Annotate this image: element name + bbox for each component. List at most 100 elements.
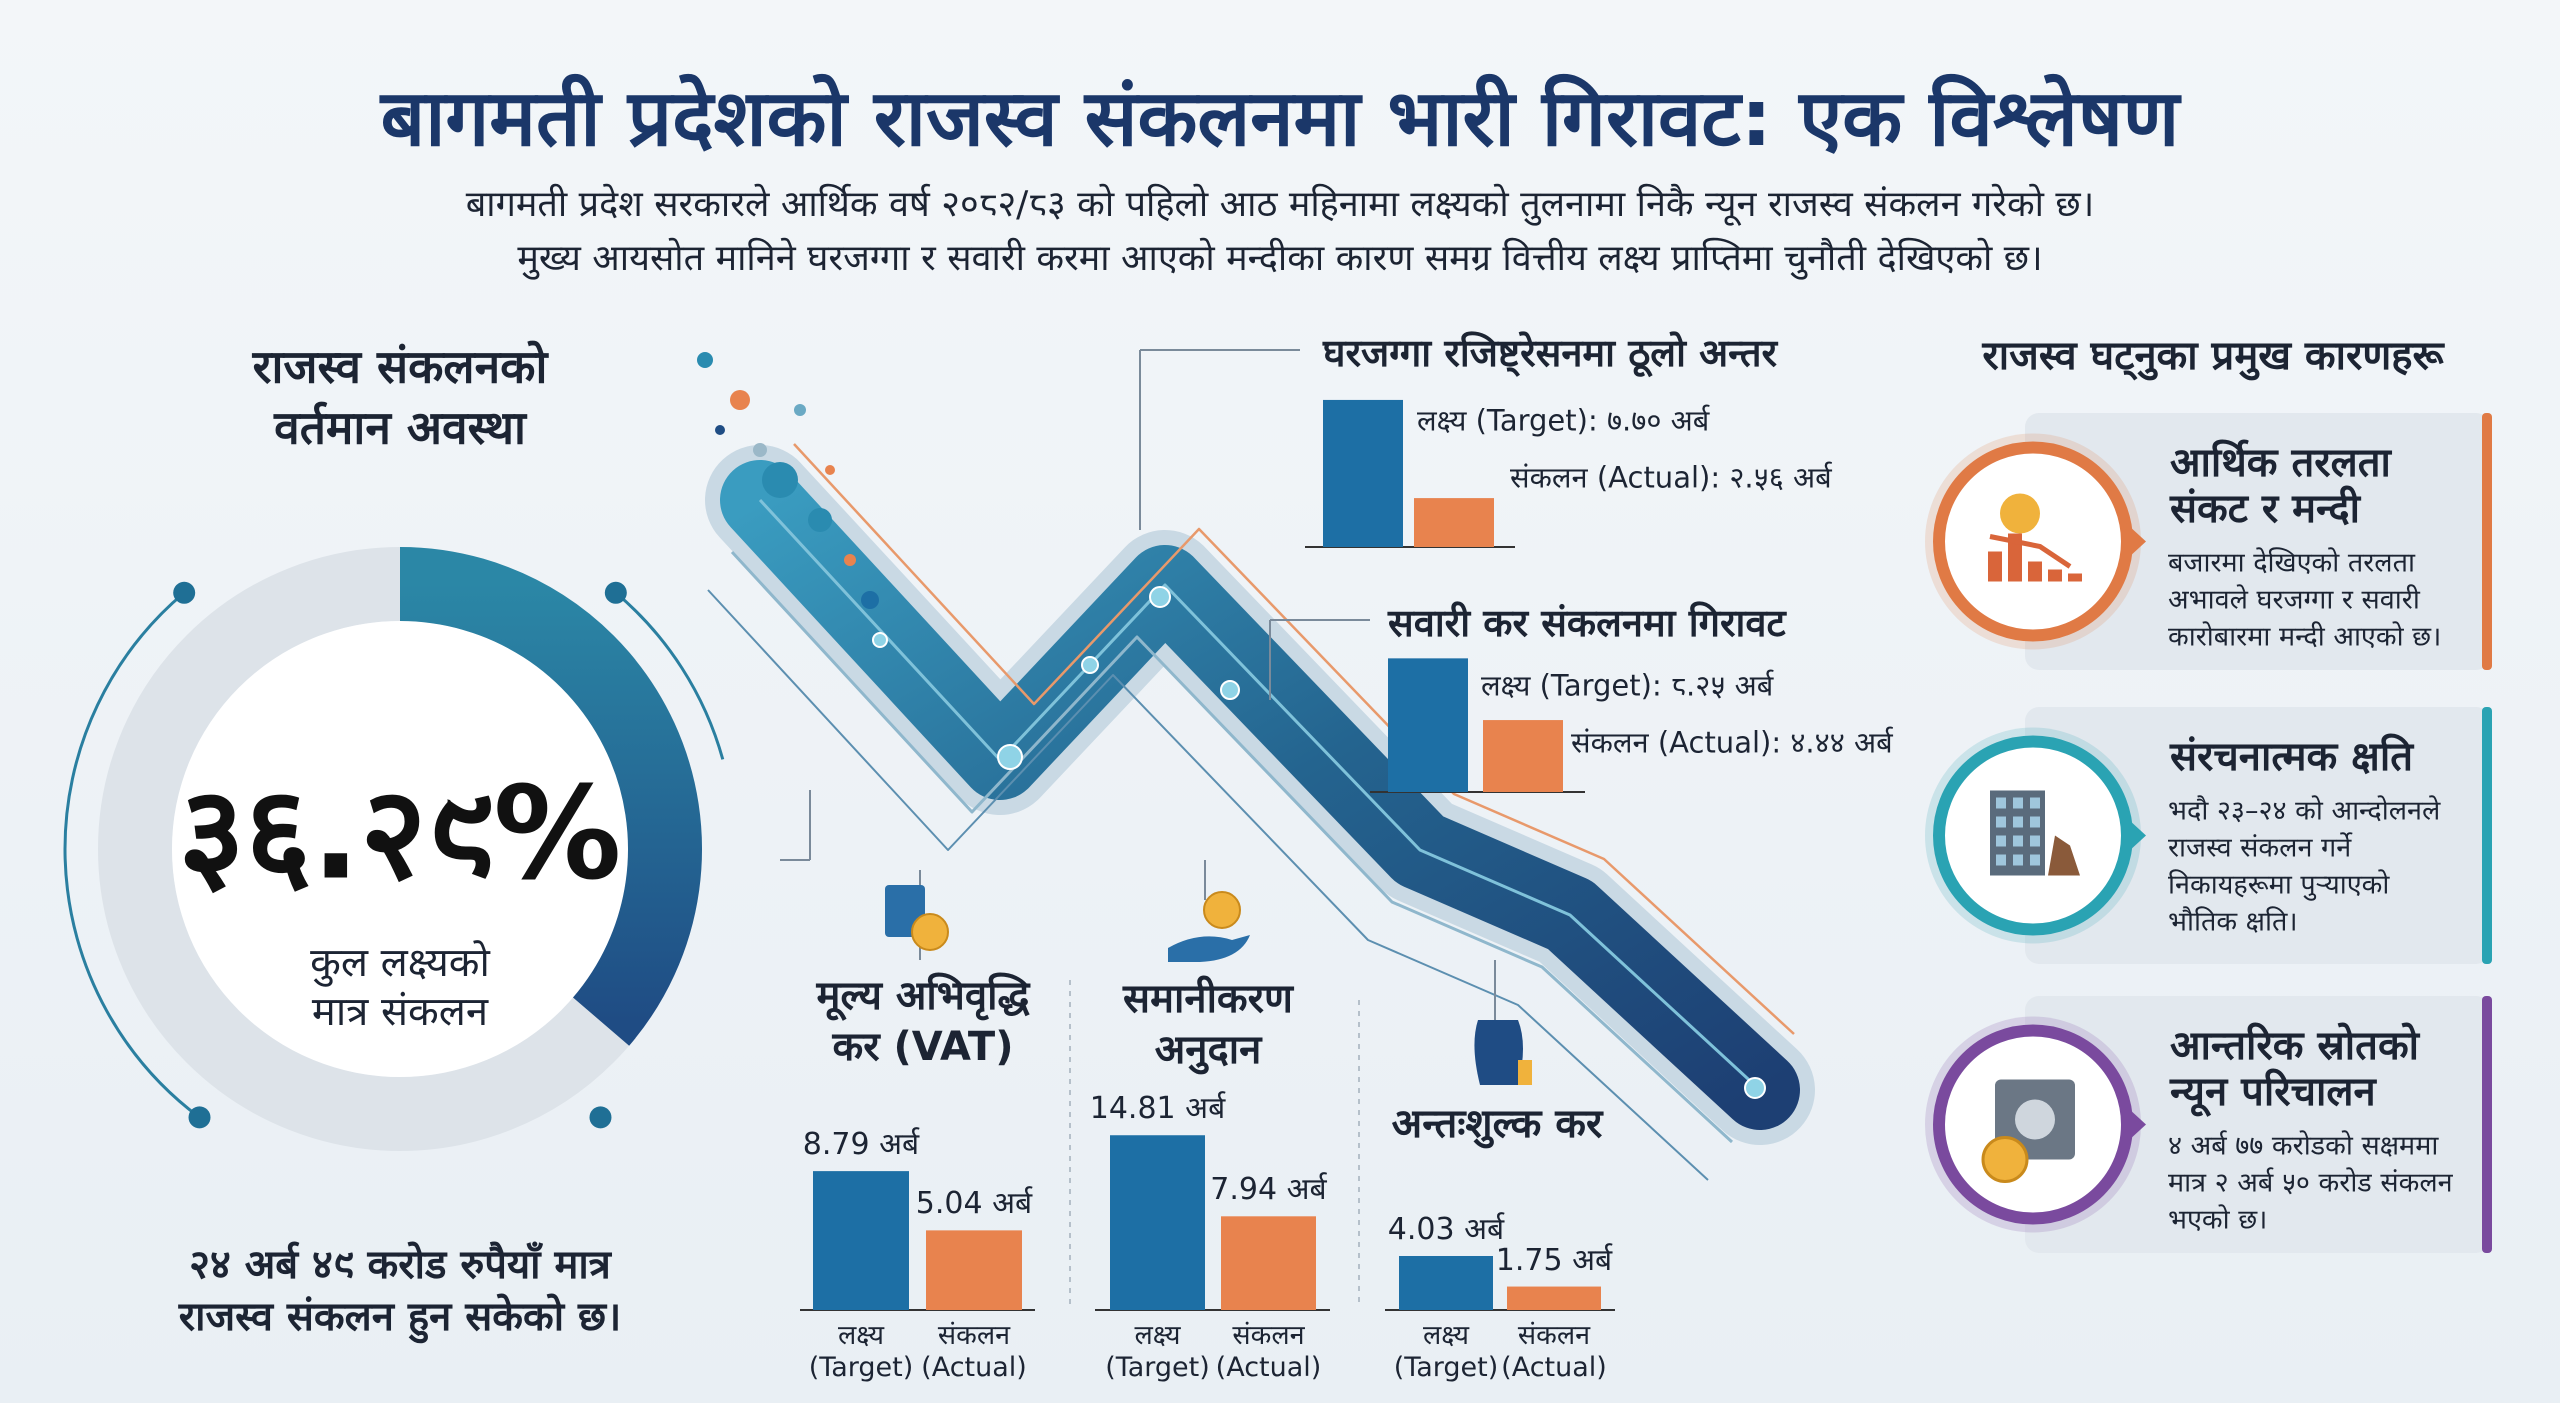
particle xyxy=(844,554,856,566)
section-heading: राजस्व घट्नुका प्रमुख कारणहरू xyxy=(1982,333,2444,379)
particle xyxy=(808,508,832,532)
donut-center xyxy=(172,621,628,1077)
reason-title: संकट र मन्दी xyxy=(2170,486,2361,532)
donut-caption: कुल लक्ष्यको xyxy=(310,940,490,986)
reason-accent xyxy=(2482,707,2492,964)
ribbon-dot xyxy=(1220,680,1240,700)
reason-text: मात्र २ अर्ब ५० करोड संकलन xyxy=(2168,1167,2453,1199)
section-heading: वर्तमान अवस्था xyxy=(274,400,526,455)
chart-title: अन्तःशुल्क कर xyxy=(1391,1101,1603,1147)
reason-text: भौतिक क्षति। xyxy=(2168,906,2298,938)
chart-title: समानीकरण xyxy=(1123,976,1293,1022)
category-label: लक्ष्य (Target) xyxy=(808,1320,914,1384)
reason-text: निकायहरूमा पुर्‍याएको xyxy=(2168,869,2390,901)
reason-card xyxy=(2025,707,2490,964)
value-label: संकलन (Actual): ४.४४ अर्ब xyxy=(1571,725,1893,760)
value-label: 8.79 अर्ब xyxy=(802,1126,920,1162)
reason-text: कारोबारमा मन्दी आएको छ। xyxy=(2168,621,2442,653)
category-label: संकलन (Actual) xyxy=(1215,1320,1322,1384)
value-label: 14.81 अर्ब xyxy=(1089,1090,1226,1126)
icon xyxy=(2068,573,2082,582)
icon xyxy=(1996,835,2006,847)
icon xyxy=(1168,935,1250,962)
icon xyxy=(2013,835,2023,847)
bar xyxy=(926,1230,1022,1310)
icon xyxy=(1474,1020,1523,1085)
bar xyxy=(1110,1135,1205,1310)
icon xyxy=(1996,854,2006,866)
particle xyxy=(697,352,713,368)
reason-text: ४ अर्ब ७७ करोडको सक्षममा xyxy=(2168,1130,2439,1162)
value-label: लक्ष्य (Target): ७.७० अर्ब xyxy=(1417,403,1710,438)
icon xyxy=(2015,1099,2055,1140)
icon xyxy=(2000,493,2040,534)
bar xyxy=(1483,720,1563,792)
page-title: बागमती प्रदेशको राजस्व संकलनमा भारी गिरा… xyxy=(380,74,2180,164)
ribbon-line xyxy=(758,498,1762,1092)
particle xyxy=(825,465,835,475)
reason-text: बजारमा देखिएको तरलता xyxy=(2168,547,2415,579)
icon xyxy=(1989,534,2072,569)
particle xyxy=(730,390,750,410)
reason-text: भदौ २३–२४ को आन्दोलनले xyxy=(2168,795,2441,827)
reason-card xyxy=(2025,413,2490,670)
reason-title: संरचनात्मक क्षति xyxy=(2170,734,2414,780)
icon-pointer xyxy=(2122,519,2146,564)
value-label: लक्ष्य (Target): ८.२५ अर्ब xyxy=(1481,668,1774,703)
icon xyxy=(1518,1060,1532,1085)
category-label: संकलन (Actual) xyxy=(1501,1320,1607,1384)
subtitle: मुख्य आयसोत मानिने घरजग्गा र सवारी करमा … xyxy=(517,238,2043,279)
subtitle: बागमती प्रदेश सरकारले आर्थिक वर्ष २०८२/८… xyxy=(465,184,2095,225)
value-label: 5.04 अर्ब xyxy=(915,1186,1033,1222)
category-label: लक्ष्य (Target) xyxy=(1393,1320,1499,1384)
icon xyxy=(1996,816,2006,828)
bar xyxy=(813,1171,909,1310)
icon-ring xyxy=(1933,441,2133,642)
icon xyxy=(1996,797,2006,809)
icon xyxy=(2030,816,2040,828)
icon xyxy=(911,913,949,951)
icon xyxy=(1981,1136,2029,1183)
reason-card xyxy=(2025,996,2490,1253)
ribbon-line xyxy=(793,443,1795,1035)
chart-title: कर (VAT) xyxy=(832,1024,1014,1070)
decor-dot xyxy=(188,1106,211,1129)
ribbon-dot xyxy=(1081,656,1099,674)
ribbon-dot xyxy=(1744,1077,1766,1099)
decor-dot xyxy=(589,1106,612,1129)
reason-accent xyxy=(2482,996,2492,1253)
bar xyxy=(1323,399,1403,547)
icon xyxy=(2013,797,2023,809)
icon xyxy=(2013,816,2023,828)
chart-title: अनुदान xyxy=(1154,1027,1262,1073)
reason-text: भएको छ। xyxy=(2168,1204,2268,1236)
icon xyxy=(1988,551,2002,582)
reason-text: राजस्व संकलन गर्ने xyxy=(2168,832,2352,864)
reason-accent xyxy=(2482,413,2492,670)
bar xyxy=(1414,498,1494,547)
ribbon-dot xyxy=(997,744,1023,770)
icon xyxy=(2028,561,2042,582)
chart-title: मूल्य अभिवृद्धि xyxy=(816,973,1030,1019)
decor-arc xyxy=(614,591,725,760)
particle xyxy=(762,462,798,498)
chart-title: सवारी कर संकलनमा गिरावट xyxy=(1388,601,1786,646)
particle xyxy=(861,591,879,609)
icon xyxy=(2030,854,2040,866)
icon xyxy=(2030,797,2040,809)
decor-dot xyxy=(604,581,627,604)
value-label: 7.94 अर्ब xyxy=(1210,1172,1327,1208)
donut-arc xyxy=(399,547,702,1046)
bar xyxy=(1388,658,1468,792)
value-label: 1.75 अर्ब xyxy=(1495,1242,1613,1278)
particle xyxy=(715,425,725,435)
category-label: संकलन (Actual) xyxy=(921,1320,1027,1384)
icon xyxy=(2030,835,2040,847)
section-heading: राजस्व संकलनको xyxy=(252,339,548,394)
icon xyxy=(2013,854,2023,866)
icon xyxy=(2008,533,2022,582)
ribbon-line xyxy=(730,550,1734,1144)
value-label: 4.03 अर्ब xyxy=(1387,1211,1505,1247)
